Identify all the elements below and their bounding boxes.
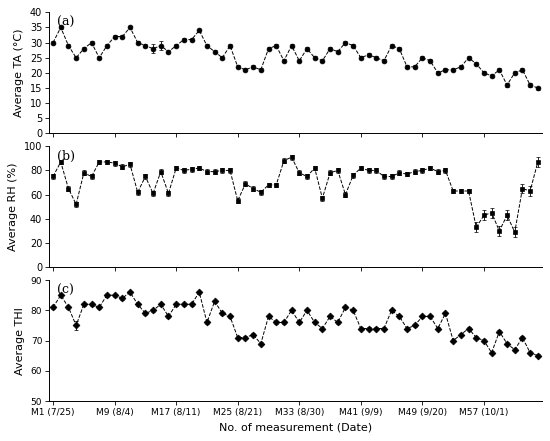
Y-axis label: Average TA (°C): Average TA (°C) [14,29,24,117]
Text: (c): (c) [57,284,74,297]
Y-axis label: Average RH (%): Average RH (%) [8,162,18,251]
Text: (b): (b) [57,150,75,163]
Text: (a): (a) [57,16,74,29]
Y-axis label: Average THI: Average THI [15,306,25,374]
X-axis label: No. of measurement (Date): No. of measurement (Date) [219,422,372,433]
